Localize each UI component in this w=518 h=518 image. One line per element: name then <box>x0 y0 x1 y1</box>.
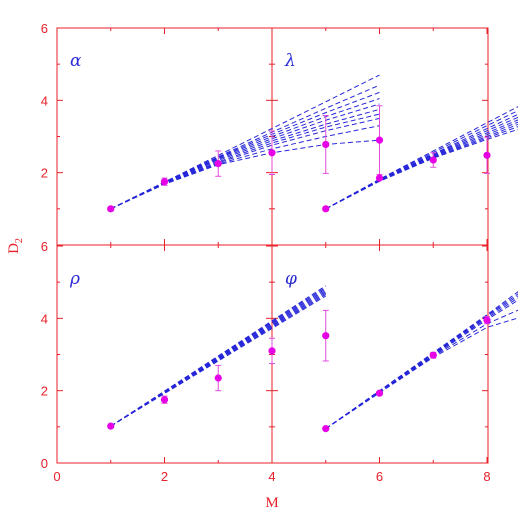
x-axis-label: M <box>265 495 278 511</box>
fit-line <box>325 297 518 430</box>
fit-line <box>325 106 518 210</box>
fit-line <box>325 317 518 430</box>
y-tick-label: 0 <box>41 456 48 471</box>
data-point <box>322 205 330 213</box>
y-axis-label: D2 <box>6 238 25 254</box>
data-point <box>214 374 222 382</box>
axes-layer: 0 2 4 6 8 0 2 4 6 2 4 6 <box>41 21 491 484</box>
data-point <box>268 347 276 355</box>
x-tick-label: 6 <box>376 469 383 484</box>
x-tick-label: 0 <box>53 469 60 484</box>
fit-line <box>110 289 327 427</box>
data-point <box>107 422 115 430</box>
fit-line <box>110 292 327 427</box>
fit-line <box>110 291 327 427</box>
y-tick-label: 4 <box>41 311 48 326</box>
y-tick-label: 6 <box>41 239 48 254</box>
data-point <box>375 174 384 182</box>
fit-lines-layer <box>110 74 518 430</box>
fit-line <box>110 294 327 427</box>
fit-line <box>110 113 380 210</box>
y-tick-label: 2 <box>41 384 48 399</box>
fit-line <box>325 293 518 430</box>
fit-line <box>110 117 380 210</box>
y-tick-label: 6 <box>41 21 48 36</box>
data-point <box>160 178 169 186</box>
x-tick-label: 8 <box>483 469 490 484</box>
fit-line <box>325 295 518 430</box>
data-point <box>322 332 330 340</box>
labels-layer: α λ ρ φ <box>69 51 297 289</box>
y-tick-label: 2 <box>41 166 48 181</box>
data-points-layer <box>107 136 491 433</box>
fit-line <box>110 288 327 427</box>
fit-line <box>110 295 327 427</box>
fit-line <box>110 286 327 427</box>
panel-label: λ <box>284 51 296 71</box>
fit-line <box>110 125 380 210</box>
data-point <box>429 156 437 164</box>
data-point <box>375 136 384 144</box>
panel-label: α <box>70 51 82 71</box>
data-point <box>214 160 222 168</box>
y-axis-label-subscript: 2 <box>14 238 25 243</box>
data-point <box>322 140 330 149</box>
data-point <box>160 396 169 404</box>
y-axis-label-main: D <box>6 243 22 254</box>
data-point <box>268 149 276 157</box>
data-point <box>107 205 115 213</box>
fit-line <box>110 139 380 210</box>
data-point <box>483 151 491 159</box>
panel-label: φ <box>285 269 297 289</box>
fit-line <box>325 299 518 430</box>
data-point <box>483 316 491 324</box>
data-point <box>429 351 437 359</box>
panel-label: ρ <box>69 269 80 289</box>
x-tick-label: 2 <box>161 469 168 484</box>
fit-line <box>325 128 518 210</box>
fit-line <box>325 291 518 430</box>
x-tick-label: 4 <box>268 469 275 484</box>
fit-line <box>110 285 327 427</box>
data-point <box>375 389 384 397</box>
y-tick-label: 4 <box>41 93 48 108</box>
data-point <box>322 425 330 433</box>
fit-line <box>110 74 380 210</box>
